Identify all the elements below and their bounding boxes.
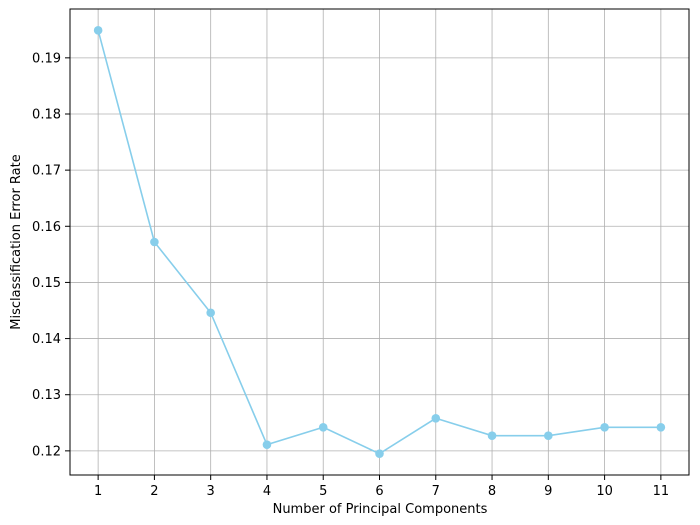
data-point [150, 237, 159, 247]
series-layer [93, 26, 666, 458]
x-axis: 1 2 3 4 5 6 7 8 9 10 11 [94, 475, 669, 499]
x-tick-label: 6 [375, 484, 383, 499]
data-point [487, 431, 497, 440]
data-point [544, 431, 553, 440]
y-tick-label: 0.12 [32, 444, 61, 459]
x-tick-label: 11 [653, 484, 670, 499]
data-point [318, 422, 328, 432]
data-point [375, 449, 384, 458]
x-tick-label: 2 [150, 484, 158, 499]
data-point [93, 26, 103, 35]
x-axis-label: Number of Principal Components [273, 502, 488, 517]
x-tick-label: 1 [94, 484, 102, 499]
y-tick-label: 0.14 [32, 332, 61, 347]
data-point [431, 413, 441, 423]
x-tick-label: 7 [432, 484, 440, 499]
data-point [206, 308, 215, 318]
y-axis-label: Misclassification Error Rate [9, 154, 24, 329]
y-tick-label: 0.17 [32, 164, 61, 179]
y-axis: 0.12 0.13 0.14 0.15 0.16 0.17 0.18 0.19 [32, 51, 70, 459]
x-tick-label: 10 [596, 484, 613, 499]
x-tick-label: 5 [319, 484, 327, 499]
x-tick-label: 9 [544, 484, 552, 499]
data-point [262, 440, 272, 449]
y-tick-label: 0.16 [32, 220, 61, 235]
y-tick-label: 0.18 [32, 107, 61, 122]
grid [70, 9, 689, 475]
data-point [656, 422, 666, 432]
data-point [600, 422, 609, 432]
x-tick-label: 8 [488, 484, 496, 499]
y-tick-label: 0.19 [32, 51, 61, 66]
x-tick-label: 3 [207, 484, 215, 499]
y-tick-label: 0.13 [32, 388, 61, 403]
y-tick-label: 0.15 [32, 276, 61, 291]
x-tick-label: 4 [263, 484, 271, 499]
